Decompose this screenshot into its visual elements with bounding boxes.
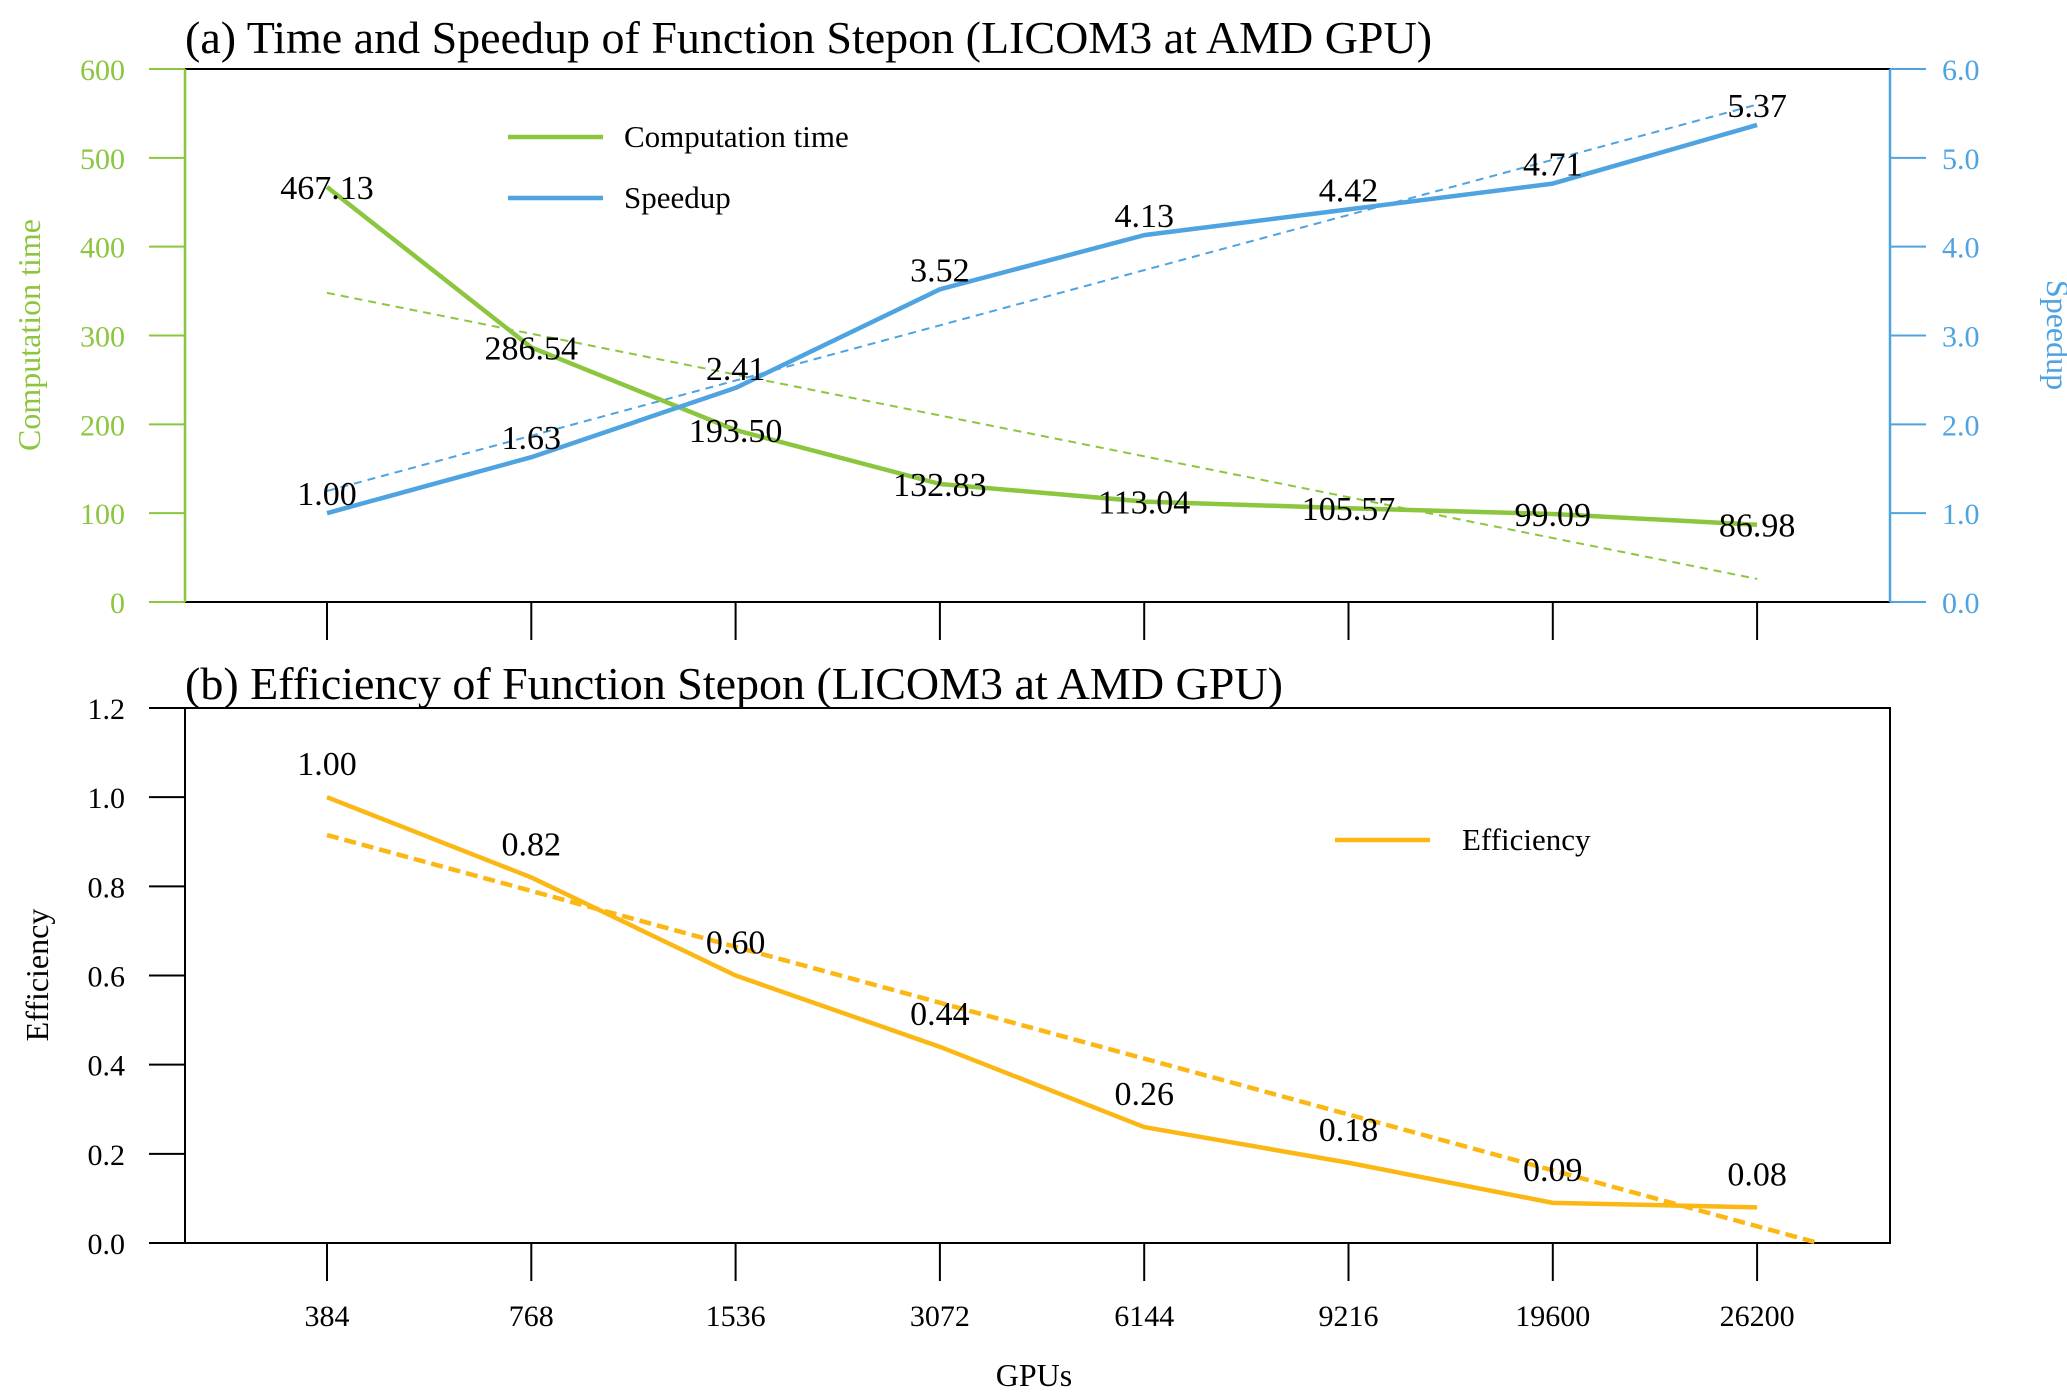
plot-frame-a (184, 68, 1891, 603)
x-tick-label: 3072 (910, 1300, 970, 1333)
efficiency-data-label: 0.09 (1523, 1152, 1583, 1189)
left-axis-label: Computation time (11, 219, 47, 451)
speedup-data-label: 5.37 (1727, 88, 1787, 125)
speedup-data-label: 1.63 (502, 420, 562, 457)
x-tick-label: 1536 (706, 1300, 766, 1333)
efficiency-data-label: 0.18 (1319, 1112, 1379, 1149)
speedup-data-label: 1.00 (297, 476, 357, 513)
x-tick-label: 384 (305, 1300, 350, 1333)
y-tick-label-b: 0.4 (88, 1050, 126, 1083)
right-tick-label: 1.0 (1942, 498, 1980, 531)
y-tick-label-b: 1.0 (88, 782, 126, 815)
legend-label-speedup: Speedup (624, 180, 731, 215)
speedup-trend-line (326, 103, 1758, 492)
chart-b-efficiency: (b) Efficiency of Function Stepon (LICOM… (19, 658, 1891, 1393)
chart-b-title: (b) Efficiency of Function Stepon (LICOM… (185, 658, 1283, 709)
time-data-label: 113.04 (1098, 485, 1190, 522)
speedup-data-label: 4.13 (1114, 198, 1174, 235)
left-tick-label: 200 (80, 409, 125, 442)
efficiency-series-line (326, 795, 1758, 1210)
y-tick-label-b: 0.8 (88, 871, 126, 904)
time-data-label: 286.54 (485, 330, 579, 367)
time-data-label: 99.09 (1515, 497, 1592, 534)
right-tick-label: 0.0 (1942, 587, 1980, 620)
left-tick-label: 0 (110, 587, 125, 620)
efficiency-data-label: 1.00 (297, 746, 357, 783)
time-trend-line (326, 291, 1758, 580)
time-data-label: 86.98 (1719, 508, 1796, 545)
right-tick-label: 3.0 (1942, 321, 1980, 354)
efficiency-data-label: 0.60 (706, 925, 766, 962)
time-data-label: 105.57 (1302, 491, 1396, 528)
efficiency-data-label: 0.26 (1114, 1076, 1174, 1113)
x-tick-label: 9216 (1319, 1300, 1379, 1333)
left-tick-label: 300 (80, 321, 125, 354)
left-tick-label: 400 (80, 232, 125, 265)
y-tick-label-b: 0.0 (88, 1228, 126, 1261)
x-tick-label: 6144 (1114, 1300, 1174, 1333)
y-tick-label-b: 1.2 (88, 693, 126, 726)
speedup-series-line (326, 122, 1758, 516)
time-series-line (325, 185, 1758, 527)
x-tick-label: 19600 (1515, 1300, 1590, 1333)
efficiency-data-label: 0.44 (910, 996, 970, 1033)
left-tick-label: 600 (80, 54, 125, 87)
time-data-label: 467.13 (280, 170, 374, 207)
y-axis-label-b: Efficiency (19, 909, 55, 1042)
right-tick-label: 4.0 (1942, 232, 1980, 265)
legend-label-time: Computation time (624, 119, 849, 154)
efficiency-data-label: 0.08 (1727, 1156, 1787, 1193)
left-tick-label: 500 (80, 143, 125, 176)
plot-frame-b (184, 707, 1891, 1244)
x-axis-label: GPUs (996, 1357, 1072, 1393)
y-tick-label-b: 0.2 (88, 1139, 126, 1172)
efficiency-data-label: 0.82 (502, 826, 562, 863)
speedup-data-label: 4.42 (1319, 172, 1379, 209)
y-tick-label-b: 0.6 (88, 961, 126, 994)
time-data-label: 132.83 (893, 467, 987, 504)
right-tick-label: 5.0 (1942, 143, 1980, 176)
speedup-data-label: 4.71 (1523, 147, 1583, 184)
right-tick-label: 2.0 (1942, 409, 1980, 442)
x-tick-label: 768 (509, 1300, 554, 1333)
left-tick-label: 100 (80, 498, 125, 531)
right-axis-label: Speedup (2040, 280, 2067, 390)
speedup-data-label: 3.52 (910, 252, 970, 289)
efficiency-trend-line (326, 832, 1819, 1246)
speedup-data-label: 2.41 (706, 351, 766, 388)
time-data-label: 193.50 (689, 413, 783, 450)
right-tick-label: 6.0 (1942, 54, 1980, 87)
x-tick-label: 26200 (1720, 1300, 1795, 1333)
chart-a-time-speedup: (a) Time and Speedup of Function Stepon … (11, 12, 2067, 640)
chart-a-title: (a) Time and Speedup of Function Stepon … (185, 12, 1432, 63)
legend-label-efficiency: Efficiency (1462, 822, 1591, 857)
